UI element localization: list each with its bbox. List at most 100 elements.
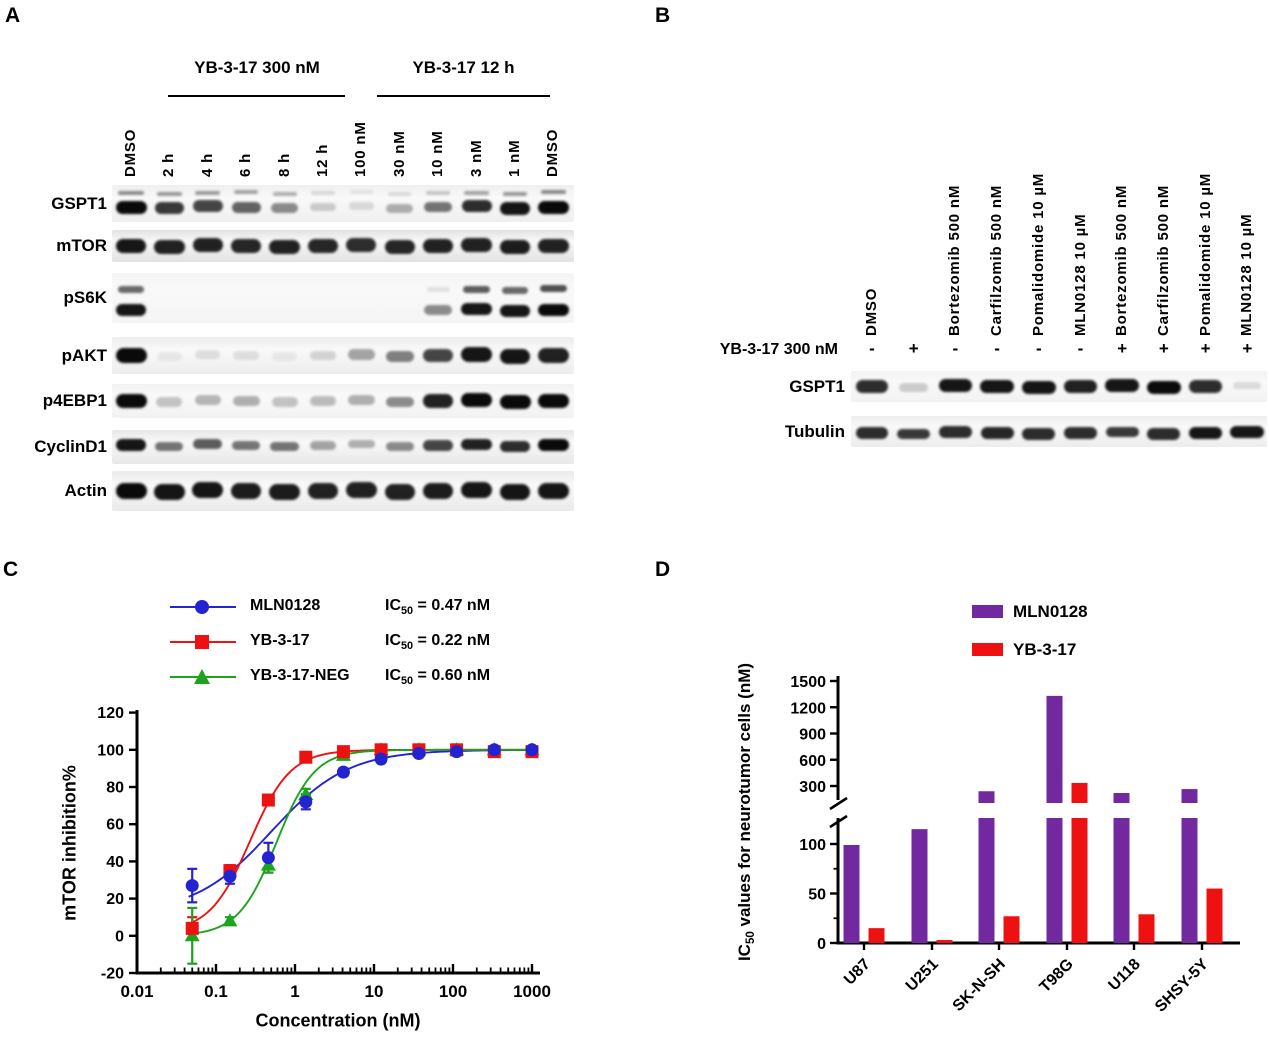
d-category-label: SK-N-SH [950,956,1009,1015]
d-category-label: SHSY-5Y [1152,956,1212,1016]
panel-a-lane-label: 10 nM [429,130,447,177]
d-category-label: T98G [1037,956,1077,996]
c-fit-curve-YB-3-17 [188,748,532,925]
panel-a-group1-header: YB-3-17 300 nM [194,58,320,77]
legend-series-name: YB-3-17 [1013,640,1077,659]
legend-series-name: YB-3-17 [250,632,310,649]
blot-band [1021,381,1056,394]
panel-a-lane-label: 100 nM [352,121,370,177]
blot-band [938,426,972,438]
d-category-label: U87 [841,956,874,989]
d-y-tick-label: 300 [799,779,826,796]
d-bar-YB-3-17-U251 [936,940,953,943]
subscript-50: 50 [401,640,414,653]
blot-band-upper [233,189,259,195]
blot-band [309,396,337,406]
blot-row-label: Actin [64,481,108,500]
blot-band-upper [464,190,489,196]
blot-row-label: CyclinD1 [34,437,107,456]
d-bar-upper-YB-3-17-T98G [1071,782,1088,803]
d-bar-YB-3-17-SHSY-5Y [1206,888,1223,943]
d-bar-lower-YB-3-17-T98G [1071,818,1088,943]
legend-marker-YB-3-17 [170,635,236,649]
c-point-MLN0128 [525,743,539,757]
blot-band [156,352,182,361]
blot-band [115,348,147,363]
panel-b-yb-sign: - [952,339,959,358]
panel-b-letter: B [655,4,671,27]
panel-b-yb-sign: + [1200,339,1211,358]
blot-band [461,347,492,362]
blot-band-upper [272,191,297,197]
blot-band [980,380,1014,393]
blot-band [232,440,261,451]
panel-b-yb-sign: - [869,339,875,358]
d-y-tick-label: 900 [799,727,826,744]
blot-band [499,201,531,215]
d-axis-break-mark [829,814,848,829]
c-y-tick-label: 60 [106,817,124,834]
d-bar-upper-MLN0128-T98G [1046,695,1063,803]
d-y-tick-label: 50 [808,887,826,904]
blot-band-upper [502,191,528,197]
c-point-MLN0128 [223,869,237,883]
blot-band-upper [540,189,566,195]
d-bar-lower-MLN0128-U118 [1113,818,1130,943]
blot-band [1105,379,1140,392]
blot-band-upper [501,286,528,295]
blot-band [538,483,569,499]
blot-band [461,482,492,498]
blot-band [424,305,452,315]
blot-band [1233,381,1262,390]
blot-band [499,440,531,452]
c-point-MLN0128 [336,765,350,779]
blot-band [155,441,184,452]
blot-band [537,394,569,408]
legend-ic50-value: IC50 = 0.60 nM [385,667,491,688]
blot-band [384,240,415,254]
blot-band-upper [540,284,567,293]
legend-series-name: MLN0128 [1013,602,1088,621]
panel-b-yb-sign: - [994,339,1000,358]
blot-band [899,383,928,392]
blot-band [115,483,147,499]
panel-a-lane-label: 1 nM [506,139,523,177]
blot-strip-tubulin [851,416,1267,447]
blot-band [115,304,147,316]
blot-band [193,439,223,450]
c-y-tick-label: -20 [101,966,124,983]
panel-b-lane-label: MLN0128 10 µM [1238,213,1256,336]
panel-a-group1-underline [168,95,345,97]
blot-row-label: GSPT1 [789,376,845,396]
blot-band-upper [118,190,144,196]
blot-band-upper [117,285,144,294]
blot-band [269,240,300,254]
blot-band [1146,381,1181,394]
blot-band [192,482,224,498]
panel-a-lane-label: 3 nM [467,139,485,177]
legend-ic50-value: IC50 = 0.22 nM [385,632,491,653]
d-bar-MLN0128-U87 [843,844,860,943]
panel-b-lane-label: Carfilzomib 500 nM [988,184,1006,336]
blot-band [461,200,492,213]
blot-band [1147,428,1181,440]
blot-band-upper [311,191,335,196]
blot-band [537,200,569,214]
blot-band [538,239,569,253]
blot-band [422,483,454,499]
blot-band [348,440,375,449]
c-y-tick-label: 40 [106,854,124,871]
blot-strip-pakt [112,337,574,374]
blot-strip-mtor [112,230,574,262]
blot-band [270,441,299,452]
c-point-MLN0128 [374,752,388,766]
d-bar-lower-MLN0128-T98G [1046,818,1063,943]
blot-strip-ps6k [112,273,574,323]
blot-band [346,238,377,252]
blot-band [1189,380,1223,393]
panel-b-yb-sign: + [1117,339,1128,358]
panel-a-lane-label: 30 nM [390,130,408,177]
subscript-50: 50 [401,675,414,688]
blot-band [310,203,336,212]
